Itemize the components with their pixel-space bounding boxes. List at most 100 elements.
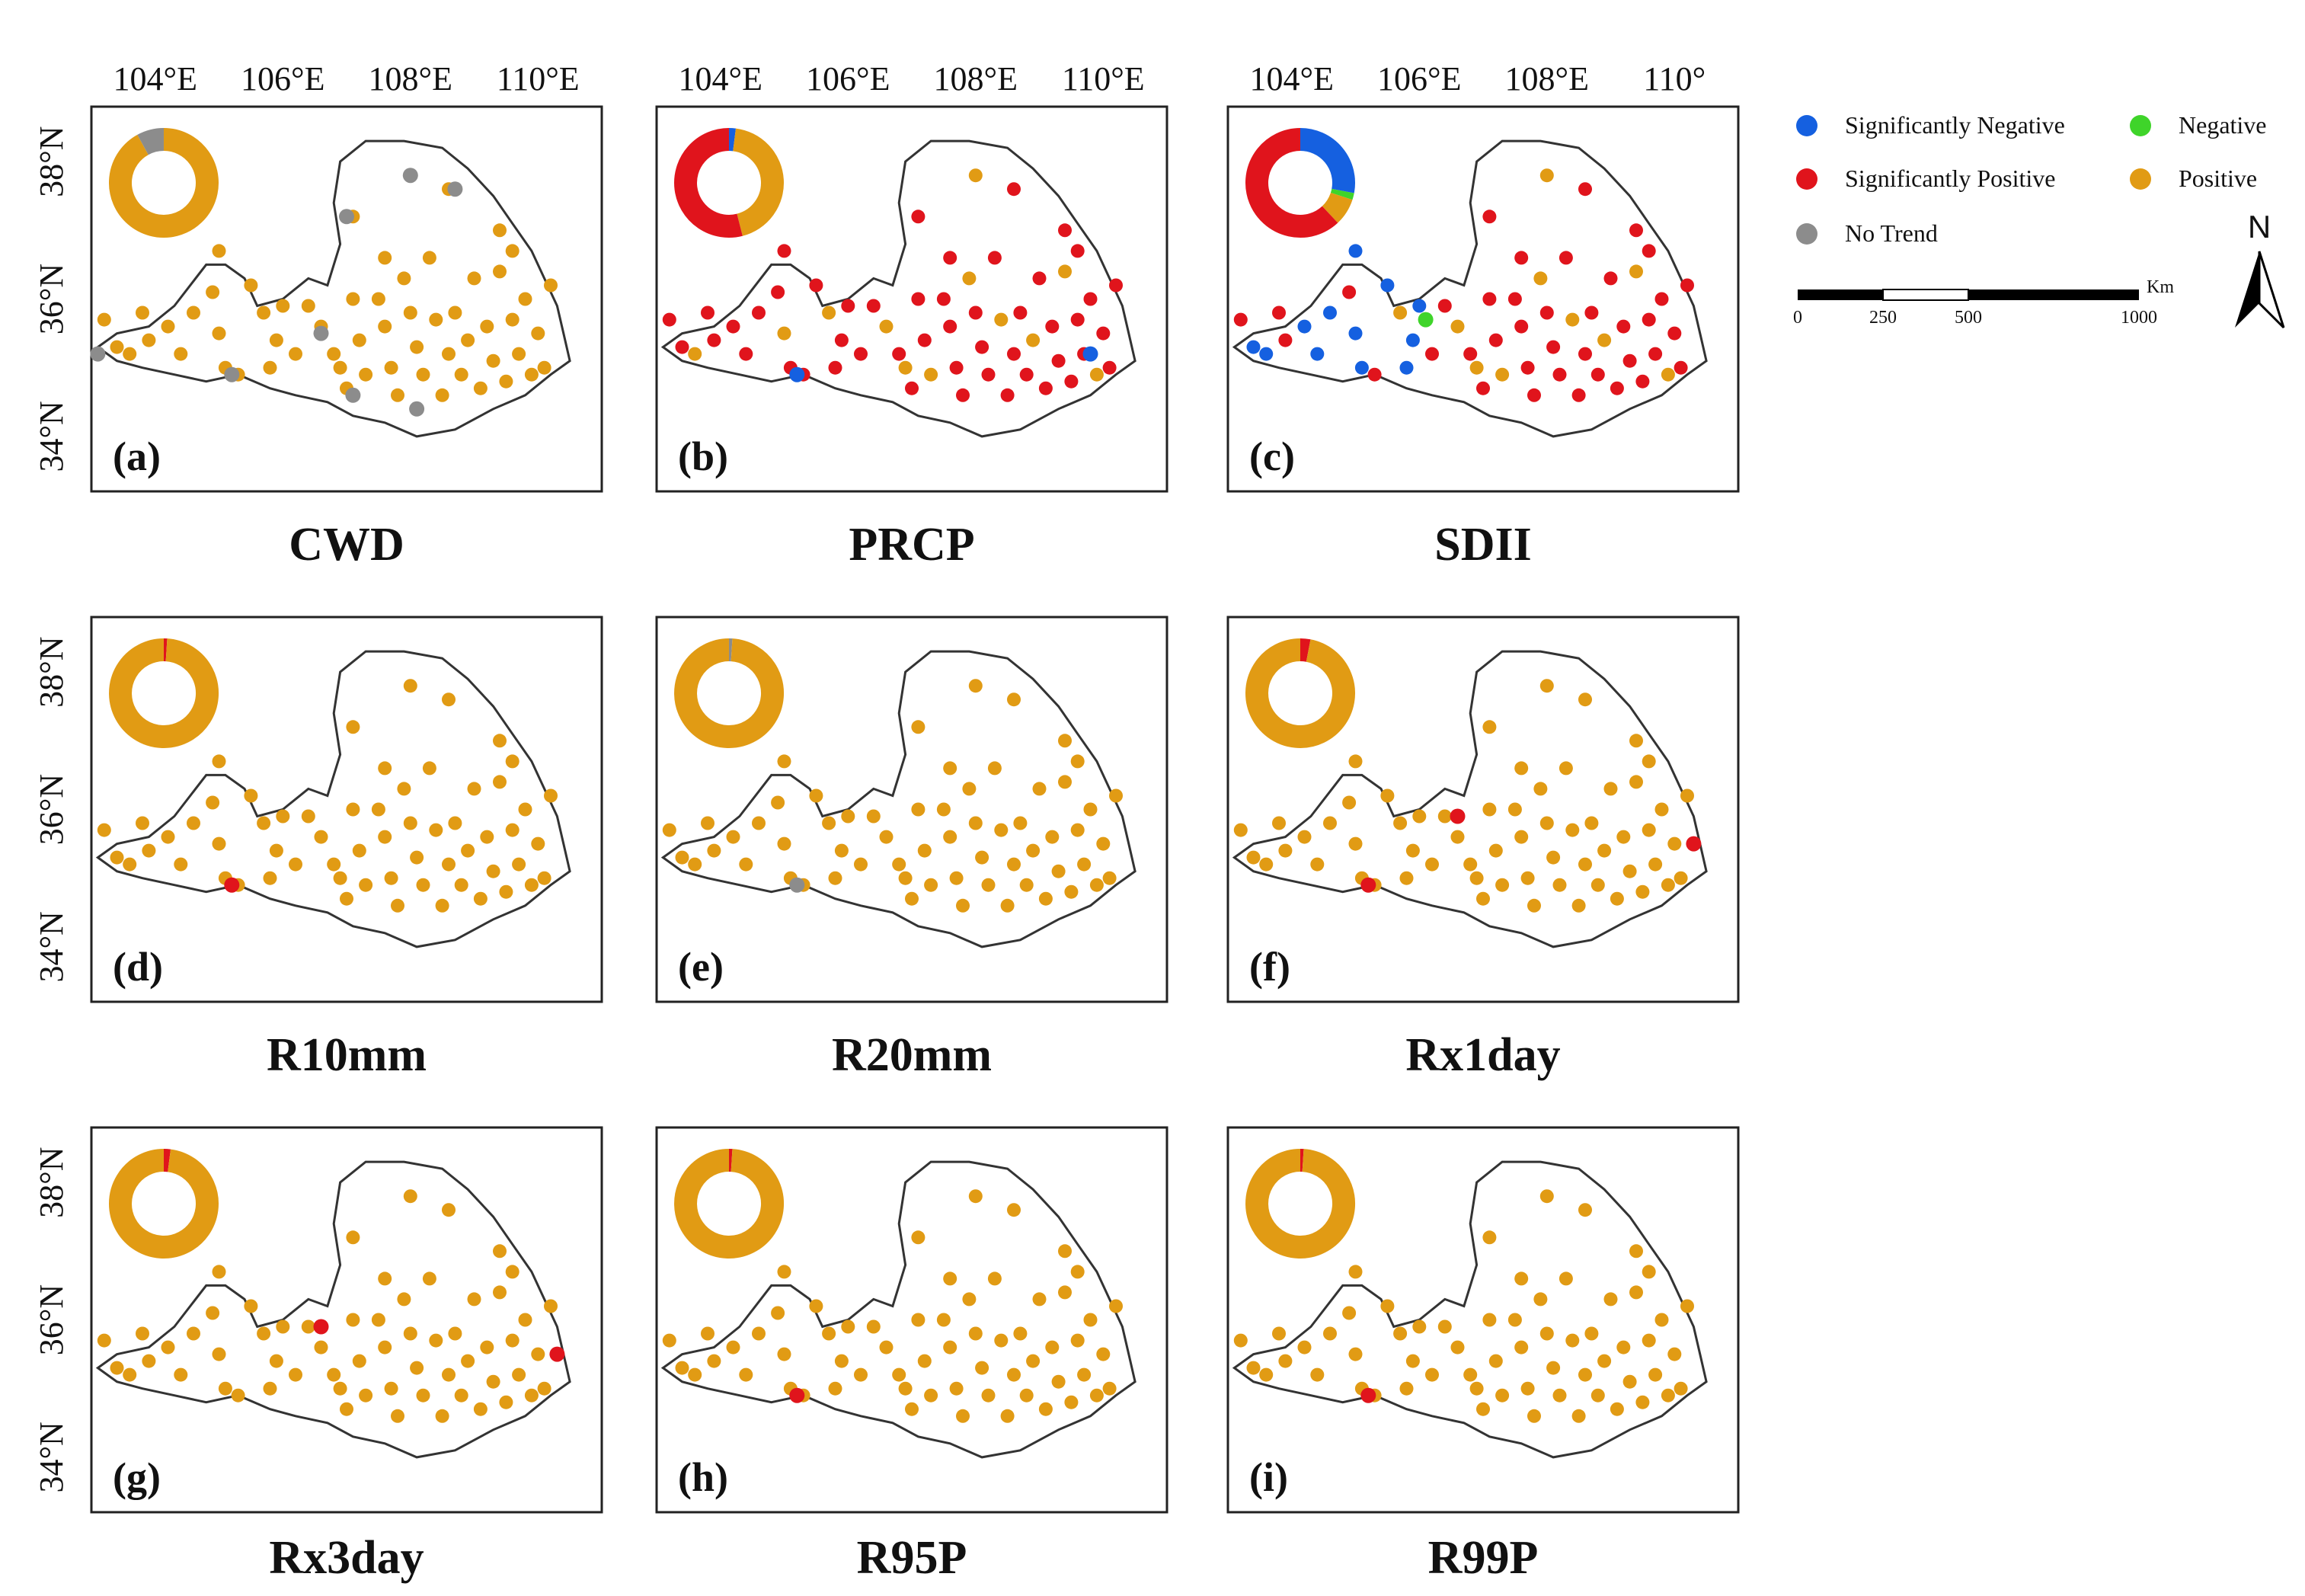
station-point bbox=[1058, 734, 1072, 748]
basin-outline bbox=[1232, 139, 1708, 438]
station-point bbox=[1597, 1354, 1612, 1368]
station-point bbox=[1578, 1203, 1592, 1217]
longitude-tick-label: 106°E bbox=[1377, 60, 1461, 98]
station-point bbox=[1539, 1189, 1554, 1204]
station-point bbox=[1064, 1395, 1079, 1409]
station-point bbox=[949, 871, 964, 885]
station-point bbox=[1102, 1381, 1117, 1396]
station-point bbox=[352, 333, 366, 347]
station-point bbox=[378, 830, 392, 844]
station-point-no-trend bbox=[402, 168, 418, 184]
station-point bbox=[416, 878, 430, 892]
station-point bbox=[1514, 761, 1529, 776]
station-point-significantly-positive bbox=[1686, 836, 1702, 852]
legend-label-negative: Negative bbox=[2179, 111, 2267, 139]
station-point bbox=[1539, 679, 1554, 693]
station-point bbox=[1070, 754, 1085, 769]
station-point bbox=[1405, 333, 1420, 347]
station-point bbox=[1310, 1367, 1325, 1382]
station-point bbox=[1629, 1244, 1643, 1259]
station-point bbox=[994, 823, 1009, 837]
station-point bbox=[1342, 285, 1357, 299]
station-point bbox=[1495, 367, 1510, 382]
station-point bbox=[809, 1299, 823, 1313]
map-panel-7: (g) 38°N 36°N 34°N bbox=[33, 1126, 603, 1514]
station-point bbox=[962, 1292, 977, 1307]
station-point bbox=[943, 1340, 957, 1355]
station-point bbox=[1520, 1381, 1535, 1396]
station-point bbox=[505, 1333, 520, 1348]
station-point bbox=[841, 809, 855, 824]
station-point bbox=[442, 1367, 456, 1382]
station-point bbox=[1058, 1244, 1072, 1259]
station-point bbox=[1070, 823, 1085, 837]
station-point bbox=[1007, 692, 1021, 707]
station-point bbox=[1629, 734, 1643, 748]
panel-label: (a) bbox=[113, 433, 161, 479]
station-point bbox=[936, 802, 951, 817]
station-point bbox=[1007, 857, 1021, 872]
scale-bar: 0 250 500 1000 Km bbox=[1793, 277, 2174, 328]
station-point bbox=[1527, 898, 1541, 913]
legend-label-significantly-positive: Significantly Positive bbox=[1845, 165, 2055, 192]
scale-bar-tick-label: 250 bbox=[1869, 308, 1897, 328]
station-point bbox=[1425, 1367, 1439, 1382]
station-point bbox=[1597, 333, 1612, 347]
station-point bbox=[1058, 1285, 1072, 1300]
station-point bbox=[1642, 1265, 1656, 1279]
station-point bbox=[707, 843, 721, 858]
station-point-no-trend bbox=[447, 181, 463, 197]
station-point bbox=[1367, 367, 1382, 382]
station-point bbox=[1425, 347, 1439, 361]
station-point bbox=[1246, 1361, 1261, 1375]
station-point bbox=[924, 1388, 938, 1402]
station-point bbox=[1578, 1367, 1592, 1382]
panel-title: SDII bbox=[1434, 519, 1532, 571]
station-point bbox=[1038, 381, 1053, 395]
station-point bbox=[1026, 1354, 1041, 1368]
station-point bbox=[828, 871, 842, 885]
donut-chart bbox=[674, 128, 784, 238]
station-point bbox=[1032, 271, 1047, 286]
station-point bbox=[1642, 823, 1656, 837]
station-point bbox=[1680, 788, 1694, 803]
station-point bbox=[1412, 299, 1427, 313]
station-point bbox=[410, 340, 424, 354]
station-point bbox=[917, 843, 932, 858]
station-point bbox=[987, 761, 1002, 776]
donut-slice-positive bbox=[109, 128, 219, 238]
station-point bbox=[1450, 830, 1465, 844]
map-panel-8: (h) bbox=[655, 1126, 1168, 1514]
station-point bbox=[1482, 292, 1497, 306]
station-point bbox=[333, 871, 347, 885]
station-point bbox=[1102, 360, 1117, 375]
station-point bbox=[493, 775, 507, 789]
station-point bbox=[1348, 326, 1363, 341]
station-point bbox=[1680, 278, 1694, 293]
station-point bbox=[898, 871, 913, 885]
latitude-tick-label: 38°N bbox=[33, 126, 70, 197]
station-point bbox=[454, 1388, 468, 1402]
station-point bbox=[1019, 878, 1034, 892]
station-point bbox=[1380, 1299, 1395, 1313]
basin-outline bbox=[660, 139, 1137, 438]
station-point bbox=[1571, 388, 1586, 402]
station-point bbox=[442, 1203, 456, 1217]
station-point bbox=[1348, 244, 1363, 258]
station-point bbox=[269, 333, 283, 347]
station-point bbox=[1610, 1402, 1624, 1416]
station-point bbox=[378, 319, 392, 334]
station-point bbox=[493, 1285, 507, 1300]
station-point bbox=[333, 360, 347, 375]
station-point bbox=[707, 333, 721, 347]
station-point bbox=[1539, 816, 1554, 830]
station-point bbox=[905, 891, 919, 906]
longitude-tick-label: 106°E bbox=[241, 60, 324, 98]
longitude-tick-label: 110°E bbox=[1062, 60, 1145, 98]
station-point bbox=[301, 1319, 315, 1334]
station-point bbox=[1661, 878, 1675, 892]
station-point bbox=[429, 312, 443, 327]
station-point bbox=[480, 1340, 494, 1355]
station-point bbox=[1546, 1361, 1561, 1375]
station-point bbox=[263, 360, 277, 375]
